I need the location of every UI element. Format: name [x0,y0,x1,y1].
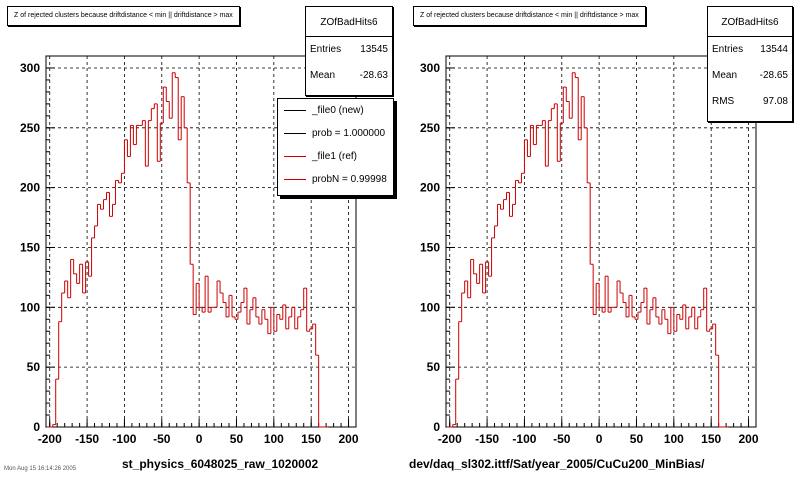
legend-entry-probn: probN = 0.99998 [278,168,393,191]
right-x-axis-title: dev/daq_sl302.ittf/Sat/year_2005/CuCu200… [409,457,705,471]
x-tick-label: -100 [112,432,136,446]
stats-entries-row: Entries 13544 [708,37,792,63]
legend-line-marker [284,110,306,111]
x-tick-label: 50 [230,432,244,446]
plot-frame [45,55,357,428]
y-tick-label: 150 [420,240,440,254]
x-tick-label: -100 [512,432,536,446]
legend-line-marker [284,156,306,157]
stats-name: ZOfBadHits6 [708,7,792,37]
x-tick-label: 100 [264,432,284,446]
x-tick-label: 0 [196,432,203,446]
left-histogram-plot: -200 -150 -100 -50 0 50 100 150 200 0 50 100 150 200 2… [20,55,359,446]
x-tick-label: -150 [475,432,499,446]
stats-entries-row: Entries 13545 [306,37,392,63]
y-tick-label: 200 [420,181,440,195]
legend-label: prob = 1.000000 [312,128,386,139]
x-tick-label: 200 [339,432,359,446]
y-tick-label: 250 [420,121,440,135]
legend-entry-file0: _file0 (new) [278,99,393,122]
left-x-axis-title: st_physics_6048025_raw_1020002 [122,457,319,471]
left-histogram-pad: -200 -150 -100 -50 0 50 100 150 200 0 50 100 150 200 2… [7,6,394,471]
legend-line-marker [284,179,306,180]
y-tick-label: 300 [20,61,40,75]
left-histogram-title: Z of rejected clusters because driftdist… [7,6,240,26]
histogram-series [46,72,328,428]
plot-frame [445,55,757,428]
y-tick-label: 0 [33,420,40,434]
legend-entry-file1: _file1 (ref) [278,145,393,168]
x-tick-label: -150 [75,432,99,446]
right-histogram-plot: -200 -150 -100 -50 0 50 100 150 200 0 50 100 150 200 2… [420,55,759,446]
x-tick-label: 150 [701,432,721,446]
x-tick-label: 100 [664,432,684,446]
stats-rms-label: RMS [712,96,735,107]
footer-timestamp: Mon Aug 15 16:14:26 2005 [4,466,77,472]
x-tick-label: -50 [553,432,571,446]
y-tick-label: 150 [20,240,40,254]
stats-mean-label: Mean [310,70,336,81]
y-tick-label: 50 [427,360,441,374]
x-tick-label: -200 [38,432,62,446]
right-histogram-title: Z of rejected clusters because driftdist… [413,6,646,26]
x-tick-label: 0 [596,432,603,446]
stats-name: ZOfBadHits6 [306,7,392,37]
stats-entries-label: Entries [310,44,342,55]
x-tick-label: 150 [301,432,321,446]
stats-rms-value: 97.08 [762,96,788,107]
y-tick-label: 100 [420,300,440,314]
legend-box: _file0 (new) prob = 1.000000 _file1 (ref… [277,98,394,196]
legend-label: _file1 (ref) [312,151,358,162]
legend-entry-prob: prob = 1.000000 [278,122,393,145]
x-tick-label: 50 [630,432,644,446]
stats-entries-value: 13544 [760,44,788,55]
x-tick-label: -50 [153,432,171,446]
stats-mean-row: Mean -28.65 [708,63,792,89]
stats-mean-row: Mean -28.63 [306,63,392,89]
stats-mean-value: -28.63 [359,70,388,81]
y-tick-label: 50 [27,360,41,374]
legend-line-marker [284,133,306,134]
y-tick-label: 100 [20,300,40,314]
histogram-series [446,72,728,428]
legend-label: probN = 0.99998 [312,174,387,185]
y-tick-label: 0 [433,420,440,434]
x-tick-label: -200 [438,432,462,446]
right-histogram-pad: -200 -150 -100 -50 0 50 100 150 200 0 50 100 150 200 2… [400,0,800,480]
x-tick-label: 200 [739,432,759,446]
y-tick-label: 200 [20,181,40,195]
left-stats-box: ZOfBadHits6 Entries 13545 Mean -28.63 [305,6,393,96]
stats-mean-value: -28.65 [759,70,788,81]
stats-entries-label: Entries [712,44,744,55]
y-tick-label: 250 [20,121,40,135]
y-tick-label: 300 [420,61,440,75]
legend-label: _file0 (new) [312,105,364,116]
stats-entries-value: 13545 [360,44,388,55]
right-stats-box: ZOfBadHits6 Entries 13544 Mean -28.65 RM… [707,6,793,122]
stats-rms-row: RMS 97.08 [708,89,792,115]
stats-mean-label: Mean [712,70,738,81]
